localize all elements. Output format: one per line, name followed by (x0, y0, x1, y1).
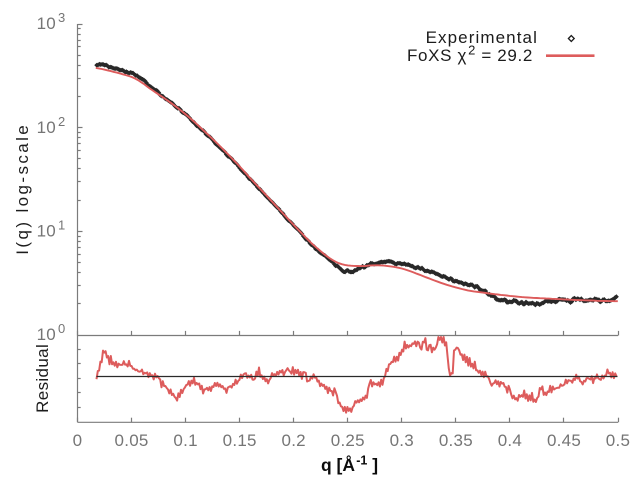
svg-text:0.05: 0.05 (115, 431, 149, 450)
svg-text:10: 10 (37, 325, 56, 344)
svg-text:0.45: 0.45 (547, 431, 581, 450)
svg-text:0: 0 (73, 431, 83, 450)
svg-text:1: 1 (58, 218, 65, 233)
svg-text:10: 10 (37, 118, 56, 137)
svg-text:0.25: 0.25 (331, 431, 365, 450)
svg-text:0.1: 0.1 (173, 431, 197, 450)
svg-text:0.5: 0.5 (606, 431, 630, 450)
svg-text:q [Å-1 ]: q [Å-1 ] (321, 454, 378, 475)
svg-text:0.35: 0.35 (439, 431, 473, 450)
svg-text:2: 2 (58, 114, 65, 129)
svg-text:0: 0 (58, 321, 65, 336)
svg-text:0.15: 0.15 (223, 431, 257, 450)
svg-text:I(q) log-scale: I(q) log-scale (13, 123, 32, 255)
svg-text:10: 10 (37, 14, 56, 33)
svg-text:FoXS χ2 = 29.2: FoXS χ2 = 29.2 (407, 42, 533, 65)
svg-text:10: 10 (37, 222, 56, 241)
svg-text:0.3: 0.3 (390, 431, 414, 450)
svg-text:0.2: 0.2 (282, 431, 306, 450)
svg-text:Experimental: Experimental (426, 28, 538, 47)
svg-text:Residual: Residual (33, 344, 52, 413)
svg-text:0.4: 0.4 (498, 431, 522, 450)
svg-text:3: 3 (58, 10, 65, 25)
